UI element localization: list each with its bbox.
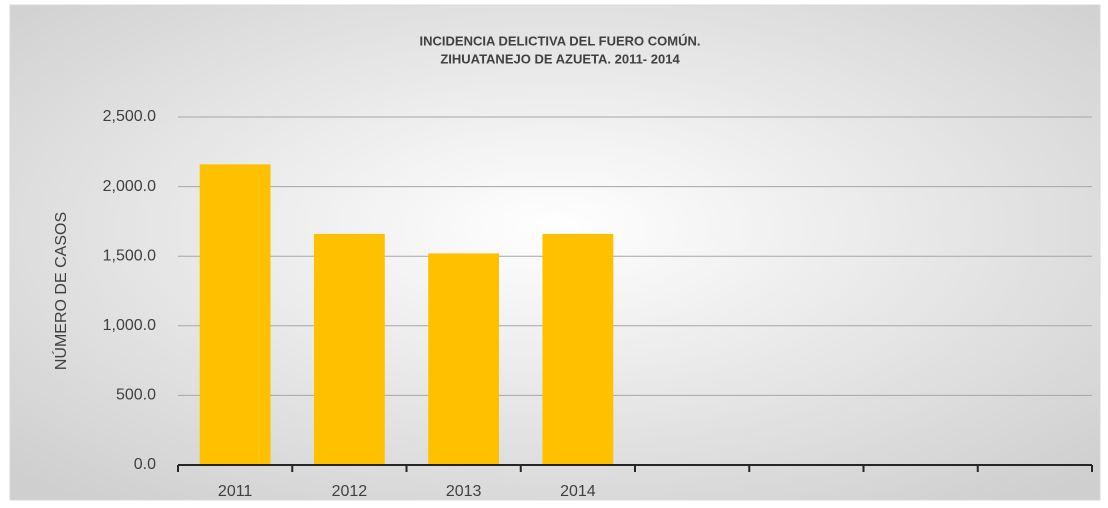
bar (313, 233, 385, 465)
y-tick-label: 2,500.0 (103, 108, 156, 125)
bar (428, 253, 500, 465)
chart-title: ZIHUATANEJO DE AZUETA. 2011- 2014 (440, 51, 680, 66)
y-tick-label: 0.0 (134, 456, 156, 473)
bar (199, 164, 271, 465)
bar (542, 233, 614, 465)
y-axis-label: NÚMERO DE CASOS (51, 212, 70, 370)
x-tick-label: 2012 (332, 483, 368, 500)
y-tick-label: 500.0 (116, 387, 156, 404)
chart-title: INCIDENCIA DELICTIVA DEL FUERO COMÚN. (420, 33, 701, 48)
x-tick-label: 2013 (446, 483, 482, 500)
y-tick-label: 1,500.0 (103, 247, 156, 264)
y-tick-label: 2,000.0 (103, 178, 156, 195)
x-tick-label: 2014 (560, 483, 596, 500)
y-tick-label: 1,000.0 (103, 317, 156, 334)
x-tick-label: 2011 (218, 483, 253, 500)
